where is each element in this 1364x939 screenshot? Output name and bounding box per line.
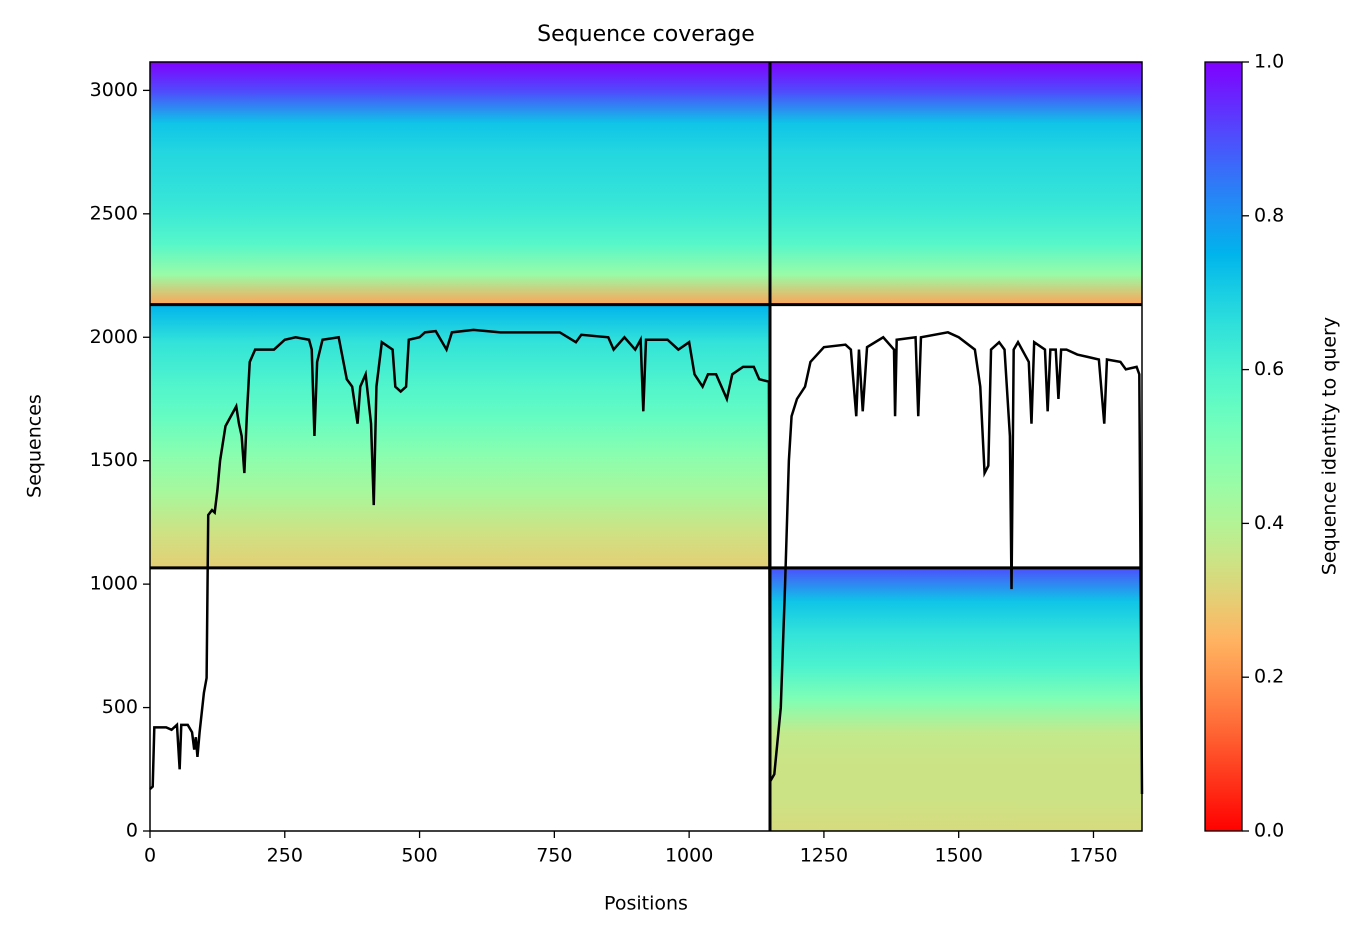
y-tick-label: 1000	[90, 573, 138, 595]
x-tick-label: 0	[144, 845, 156, 867]
colorbar-tick-label: 0.8	[1254, 204, 1284, 226]
coverage-block-strip	[770, 274, 1142, 306]
coverage-block-strip	[770, 153, 1142, 184]
coverage-block-strip	[150, 213, 770, 245]
y-tick-label: 3000	[90, 79, 138, 101]
y-tick-label: 1500	[90, 449, 138, 471]
coverage-block-strip	[770, 666, 1142, 700]
coverage-block-strip	[150, 342, 770, 381]
coverage-block-strip	[770, 92, 1142, 124]
plot-frame	[149, 61, 1143, 832]
coverage-block-strip	[770, 62, 1142, 93]
x-tick-label: 1000	[665, 845, 713, 867]
x-tick-label: 500	[401, 845, 437, 867]
coverage-block-strip	[770, 732, 1142, 766]
coverage-block-strip	[770, 213, 1142, 245]
coverage-block-strip	[770, 765, 1142, 799]
coverage-block-strip	[150, 62, 770, 93]
y-axis-label: Sequences	[24, 394, 46, 498]
y-tick-label: 0	[126, 820, 138, 842]
coverage-block-strip	[770, 183, 1142, 215]
coverage-block-strip	[770, 244, 1142, 275]
coverage-block-strip	[150, 417, 770, 456]
colorbar-tick-label: 0.0	[1254, 820, 1284, 842]
colorbar	[1204, 61, 1243, 832]
coverage-line	[149, 328, 1144, 794]
x-tick-label: 1250	[800, 845, 848, 867]
coverage-block-strip	[770, 699, 1142, 733]
x-tick-label: 1750	[1069, 845, 1117, 867]
colorbar-tick-label: 0.4	[1254, 512, 1284, 534]
x-tick-label: 1500	[935, 845, 983, 867]
coverage-block-strip	[150, 274, 770, 306]
coverage-block-strip	[150, 492, 770, 531]
coverage-block-strip	[150, 379, 770, 418]
coverage-block-strip	[150, 183, 770, 215]
chart-title: Sequence coverage	[537, 22, 755, 47]
colorbar-tick-label: 1.0	[1254, 51, 1284, 73]
coverage-block-strip	[770, 600, 1142, 635]
coverage-block-strip	[150, 455, 770, 494]
coverage-block-strip	[150, 304, 770, 343]
colorbar-label: Sequence identity to query	[1319, 317, 1341, 575]
coverage-block-strip	[770, 633, 1142, 668]
x-tick-label: 750	[536, 845, 572, 867]
coverage-block-strip	[150, 244, 770, 275]
y-tick-label: 500	[102, 696, 138, 718]
y-tick-label: 2500	[90, 202, 138, 224]
colorbar-tick-label: 0.2	[1254, 666, 1284, 688]
coverage-block-strip	[150, 122, 770, 154]
x-tick-label: 250	[267, 845, 303, 867]
coverage-block-strip	[150, 530, 770, 569]
coverage-block-strip	[150, 92, 770, 124]
y-tick-label: 2000	[90, 326, 138, 348]
coverage-block-strip	[770, 567, 1142, 602]
coverage-block-strip	[150, 153, 770, 184]
coverage-block-strip	[770, 798, 1142, 832]
colorbar-tick-label: 0.6	[1254, 358, 1284, 380]
x-axis-label: Positions	[604, 893, 688, 915]
coverage-block-strip	[770, 122, 1142, 154]
